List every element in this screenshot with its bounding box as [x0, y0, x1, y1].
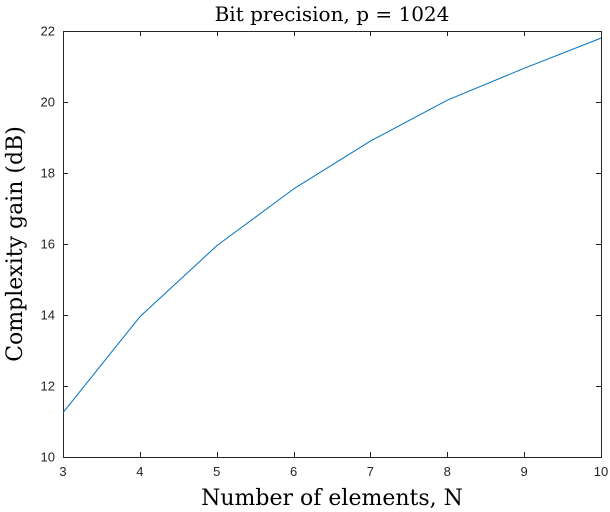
x-axis-ticks: 3 4 5 6 7 8 9 10 [59, 31, 608, 479]
x-tick-label: 8 [444, 464, 451, 479]
plot-axes [63, 31, 602, 458]
series-layer [62, 37, 602, 413]
y-tick-label: 18 [41, 166, 55, 181]
x-tick-label: 6 [290, 464, 297, 479]
x-tick-label: 4 [136, 464, 143, 479]
y-tick-label: 10 [41, 450, 55, 465]
y-axis-label: Complexity gain (dB) [3, 126, 28, 362]
chart-title: Bit precision, p = 1024 [215, 2, 450, 26]
y-tick-label: 12 [41, 379, 55, 394]
x-tick-label: 9 [521, 464, 528, 479]
x-tick-label: 7 [367, 464, 374, 479]
x-tick-label: 5 [213, 464, 220, 479]
y-tick-label: 16 [41, 237, 55, 252]
plot-frame [63, 31, 602, 458]
y-tick-label: 20 [41, 95, 55, 110]
x-tick-label: 10 [594, 464, 608, 479]
y-tick-label: 22 [41, 24, 55, 39]
series-line [62, 37, 602, 413]
y-axis-ticks: 10 12 14 16 18 20 22 [41, 24, 601, 465]
x-tick-label: 3 [59, 464, 66, 479]
x-axis-label: Number of elements, N [201, 486, 463, 511]
y-tick-label: 14 [41, 308, 55, 323]
